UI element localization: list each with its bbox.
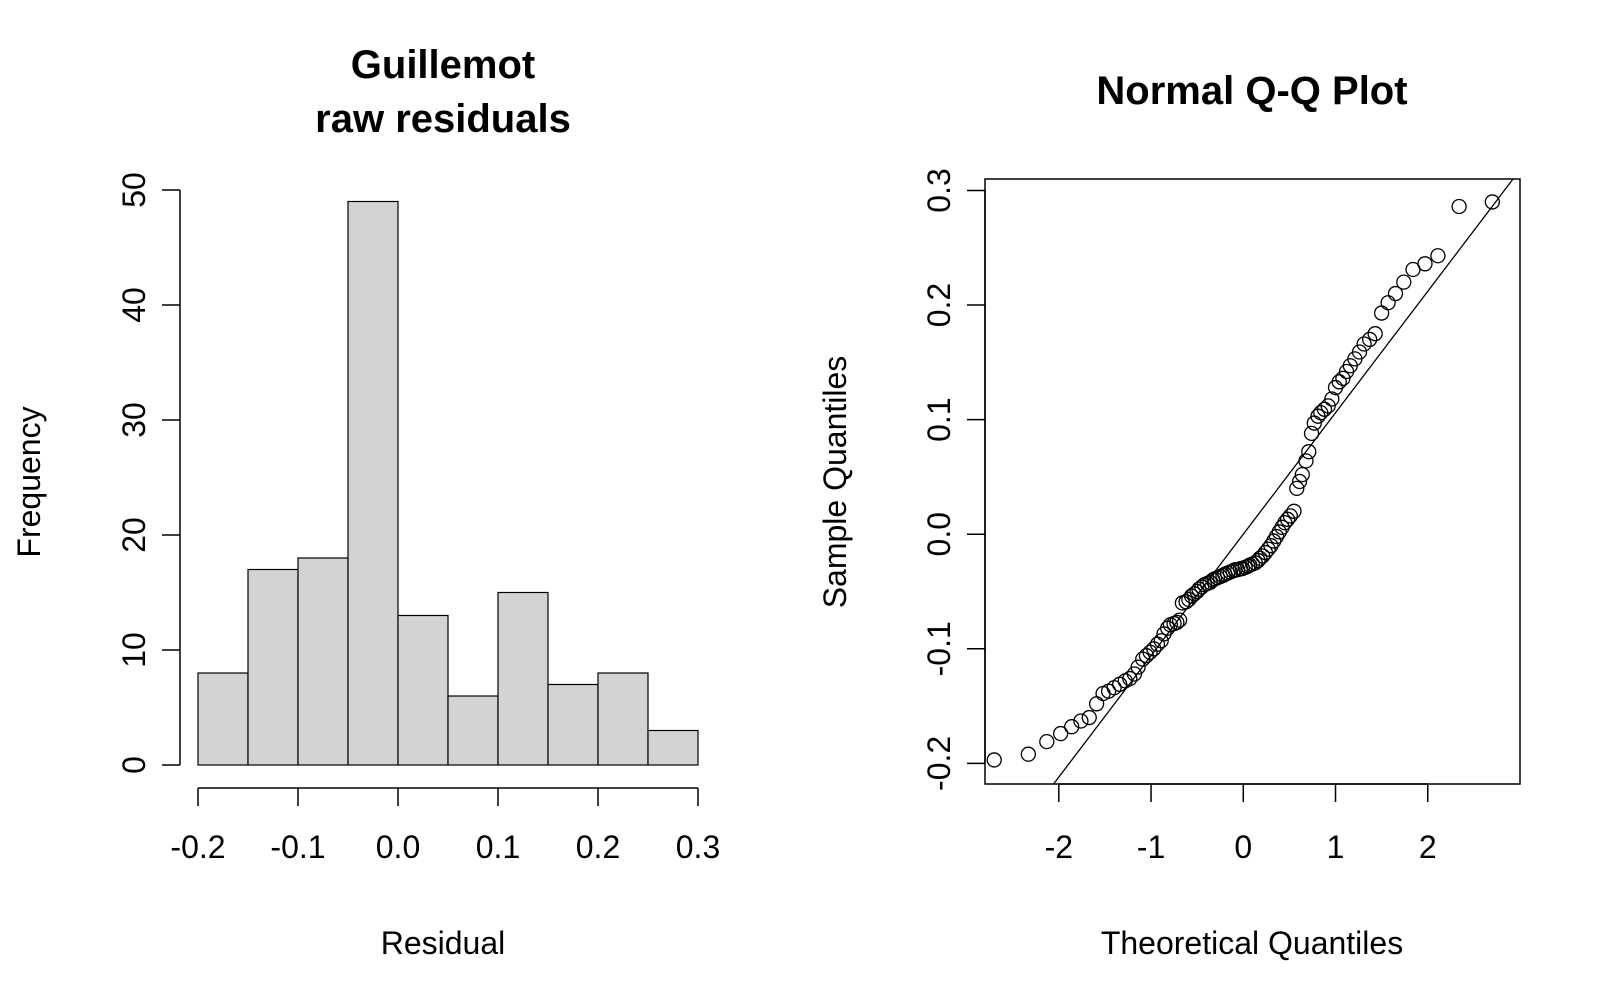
- histogram-x-tick-label: -0.2: [170, 829, 225, 865]
- histogram-y-axis: 0 10 20 30 40 50: [116, 172, 181, 774]
- qq-point: [1380, 295, 1396, 311]
- qq-point: [1451, 198, 1467, 215]
- qq-point: [1294, 466, 1310, 483]
- qq-plot-title: Normal Q-Q Plot: [1096, 69, 1407, 113]
- qq-point: [1396, 274, 1412, 290]
- histogram-y-tick-label: 50: [116, 172, 152, 208]
- qq-point: [1052, 725, 1069, 742]
- qq-point: [1417, 256, 1433, 272]
- qq-point: [1266, 533, 1282, 549]
- qq-y-tick-label: 0.2: [921, 283, 957, 327]
- qq-y-tick-label: 0.3: [921, 168, 957, 212]
- qq-reference-line-group: [1053, 178, 1514, 785]
- histogram-y-tick-label: 40: [116, 287, 152, 323]
- qq-reference-line: [1053, 178, 1514, 785]
- qq-y-tick-label: -0.2: [921, 736, 957, 791]
- qq-y-tick-label: 0.1: [921, 397, 957, 441]
- histogram-y-axis-label: Frequency: [11, 406, 47, 557]
- qq-point: [1178, 594, 1194, 610]
- qq-point: [1324, 391, 1340, 407]
- qq-x-tick-label: 2: [1419, 829, 1437, 865]
- qq-point: [1430, 248, 1446, 264]
- qq-plot-panel: Normal Q-Q Plot -0.2-0.10.00.10.20.3 -2-…: [817, 69, 1521, 961]
- qq-point: [1303, 425, 1320, 442]
- qq-point: [1301, 444, 1317, 460]
- qq-point: [1081, 709, 1097, 726]
- qq-y-tick-label: 0.0: [921, 512, 957, 556]
- qq-point: [1298, 453, 1314, 469]
- histogram-title-line-1: Guillemot: [351, 43, 535, 87]
- histogram-x-axis-label: Residual: [381, 925, 506, 961]
- qq-x-tick-label: -2: [1045, 829, 1073, 865]
- histogram-x-tick-label: 0.3: [676, 829, 720, 865]
- qq-point: [1351, 344, 1368, 360]
- histogram-bars: [197, 200, 699, 766]
- histogram-bar: [647, 729, 699, 766]
- qq-point: [1088, 696, 1105, 712]
- qq-points: [986, 194, 1500, 768]
- qq-point: [1149, 636, 1166, 652]
- qq-point: [1181, 591, 1197, 608]
- qq-y-axis: -0.2 -0.1 0.0 0.1 0.2 0.3: [921, 168, 986, 791]
- qq-point: [1260, 541, 1276, 557]
- histogram-bar: [547, 683, 599, 766]
- histogram-y-tick-label: 30: [116, 402, 152, 438]
- qq-point: [1073, 713, 1089, 729]
- qq-point: [1169, 614, 1185, 631]
- qq-point: [1122, 670, 1138, 687]
- histogram-y-tick-label: 20: [116, 517, 152, 553]
- qq-point: [1191, 581, 1207, 597]
- histogram-bar: [397, 614, 449, 766]
- histogram-bar: [247, 568, 299, 766]
- qq-point: [1291, 473, 1308, 490]
- qq-point: [1039, 733, 1055, 750]
- histogram-x-tick-label: 0.0: [376, 829, 420, 865]
- qq-point: [1282, 508, 1298, 524]
- histogram-bar: [347, 200, 399, 766]
- histogram-bar: [447, 695, 499, 766]
- qq-x-tick-label: 0: [1234, 829, 1252, 865]
- qq-point: [1268, 528, 1285, 545]
- qq-y-tick-label: -0.1: [921, 621, 957, 676]
- qq-point: [1373, 305, 1390, 321]
- histogram-x-tick-label: -0.1: [270, 829, 325, 865]
- histogram-y-tick-label: 0: [116, 756, 152, 774]
- histogram-panel: Guillemot raw residuals 0 10 20 30 40 50 -0.2…: [11, 43, 720, 961]
- histogram-x-axis: -0.2 -0.1 0.0 0.1 0.2 0.3: [170, 787, 720, 865]
- qq-point: [1387, 285, 1404, 302]
- qq-point: [1130, 659, 1146, 675]
- histogram-bar: [197, 672, 249, 766]
- qq-point: [1356, 336, 1372, 352]
- histogram-x-tick-label: 0.2: [576, 829, 620, 865]
- qq-point: [1316, 401, 1333, 417]
- histogram-bar: [597, 672, 649, 766]
- qq-point: [1064, 719, 1080, 735]
- histogram-x-tick-label: 0.1: [476, 829, 520, 865]
- qq-x-axis-label: Theoretical Quantiles: [1101, 925, 1403, 961]
- histogram-bar: [497, 591, 549, 766]
- qq-x-tick-label: -1: [1137, 829, 1165, 865]
- histogram-title-line-2: raw residuals: [315, 97, 571, 141]
- qq-point: [1263, 538, 1279, 554]
- qq-point: [1367, 326, 1383, 342]
- histogram-bar: [297, 557, 349, 766]
- qq-plot-frame: [984, 178, 1521, 785]
- qq-y-axis-label: Sample Quantiles: [817, 356, 853, 609]
- qq-point: [1286, 503, 1302, 519]
- qq-point: [1289, 480, 1305, 497]
- histogram-y-tick-label: 10: [116, 632, 152, 668]
- qq-point: [1020, 746, 1037, 762]
- qq-point: [1274, 519, 1290, 535]
- qq-point: [1361, 331, 1378, 348]
- qq-x-axis: -2 -1 0 1 2: [1045, 783, 1437, 865]
- qq-point: [1331, 374, 1347, 390]
- qq-point: [1252, 550, 1268, 566]
- qq-point: [1484, 194, 1500, 210]
- qq-point: [1271, 524, 1287, 540]
- qq-point: [1171, 612, 1188, 628]
- qq-point: [986, 752, 1002, 768]
- qq-x-tick-label: 1: [1327, 829, 1345, 865]
- qq-point: [1153, 633, 1169, 649]
